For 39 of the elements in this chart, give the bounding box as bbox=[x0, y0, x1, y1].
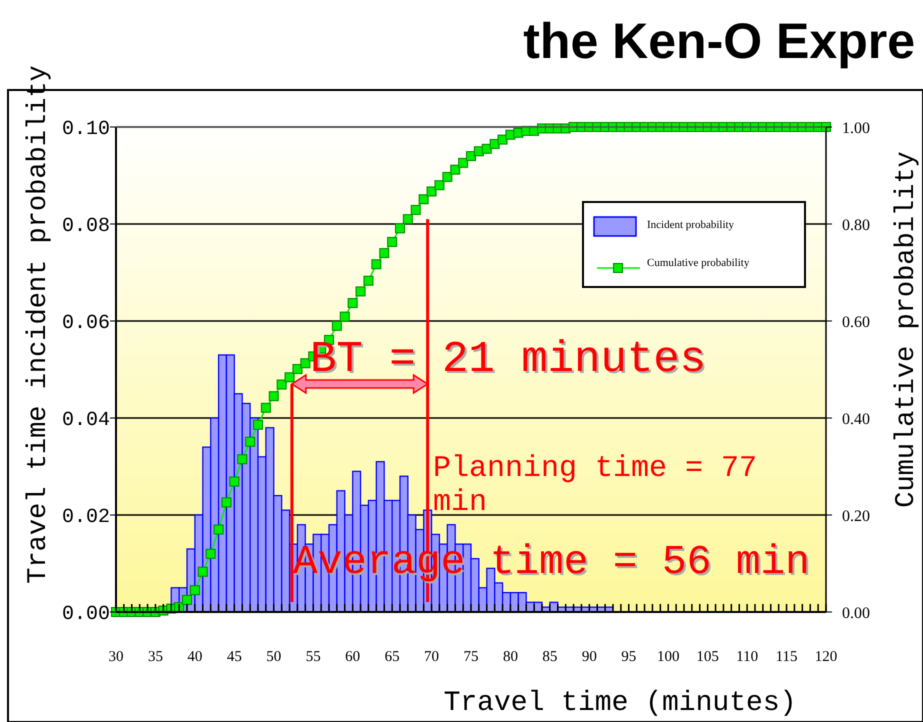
x-tick-label: 45 bbox=[226, 649, 242, 665]
x-tick-label: 80 bbox=[502, 649, 518, 665]
y-tick-label: 0.06 bbox=[62, 312, 110, 335]
x-tick-label: 70 bbox=[424, 649, 440, 665]
x-tick-label: 35 bbox=[148, 649, 163, 665]
x-tick-label: 120 bbox=[814, 649, 838, 665]
x-tick-label: 105 bbox=[696, 649, 719, 665]
y2-tick-label: 0.00 bbox=[842, 605, 870, 622]
y2-tick-label: 0.20 bbox=[842, 508, 870, 525]
x-tick-label: 95 bbox=[621, 649, 636, 665]
y-axis-title: Travel time incident probability bbox=[24, 65, 54, 584]
annotation: Planning time = 77 min bbox=[433, 452, 758, 520]
y-tick-label: 0.02 bbox=[62, 506, 110, 529]
x-tick-label: 75 bbox=[464, 649, 478, 665]
y-tick-label: 0.04 bbox=[62, 409, 110, 432]
x-tick-label: 90 bbox=[582, 649, 597, 665]
x-tick-label: 65 bbox=[384, 649, 400, 665]
x-tick-label: 100 bbox=[656, 649, 680, 665]
y-tick-label: 0.08 bbox=[62, 215, 110, 238]
x-tick-label: 50 bbox=[266, 649, 282, 665]
x-tick-label: 30 bbox=[108, 649, 124, 665]
chart-title: the Ken-O Expre bbox=[523, 13, 915, 69]
y2-tick-label: 1.00 bbox=[842, 120, 870, 137]
y2-axis-title: Cumulative probability bbox=[892, 151, 922, 508]
x-tick-label: 110 bbox=[736, 649, 758, 665]
y2-tick-label: 0.60 bbox=[842, 314, 870, 331]
y-tick-label: 0.00 bbox=[62, 603, 110, 626]
legend-label: Incident probability bbox=[647, 219, 735, 231]
x-tick-label: 85 bbox=[542, 649, 558, 665]
x-tick-label: 115 bbox=[776, 649, 798, 665]
x-tick-label: 60 bbox=[345, 649, 360, 665]
x-tick-label: 40 bbox=[187, 649, 202, 665]
x-tick-label: 55 bbox=[306, 649, 321, 665]
y2-tick-label: 0.80 bbox=[842, 217, 870, 234]
y-tick-label: 0.10 bbox=[62, 118, 110, 141]
y2-tick-label: 0.40 bbox=[842, 411, 870, 428]
annotation: BT = 21 minutes bbox=[312, 337, 708, 387]
legend-label: Cumulative probability bbox=[647, 257, 750, 269]
x-axis-title: Travel time (minutes) bbox=[444, 688, 796, 719]
